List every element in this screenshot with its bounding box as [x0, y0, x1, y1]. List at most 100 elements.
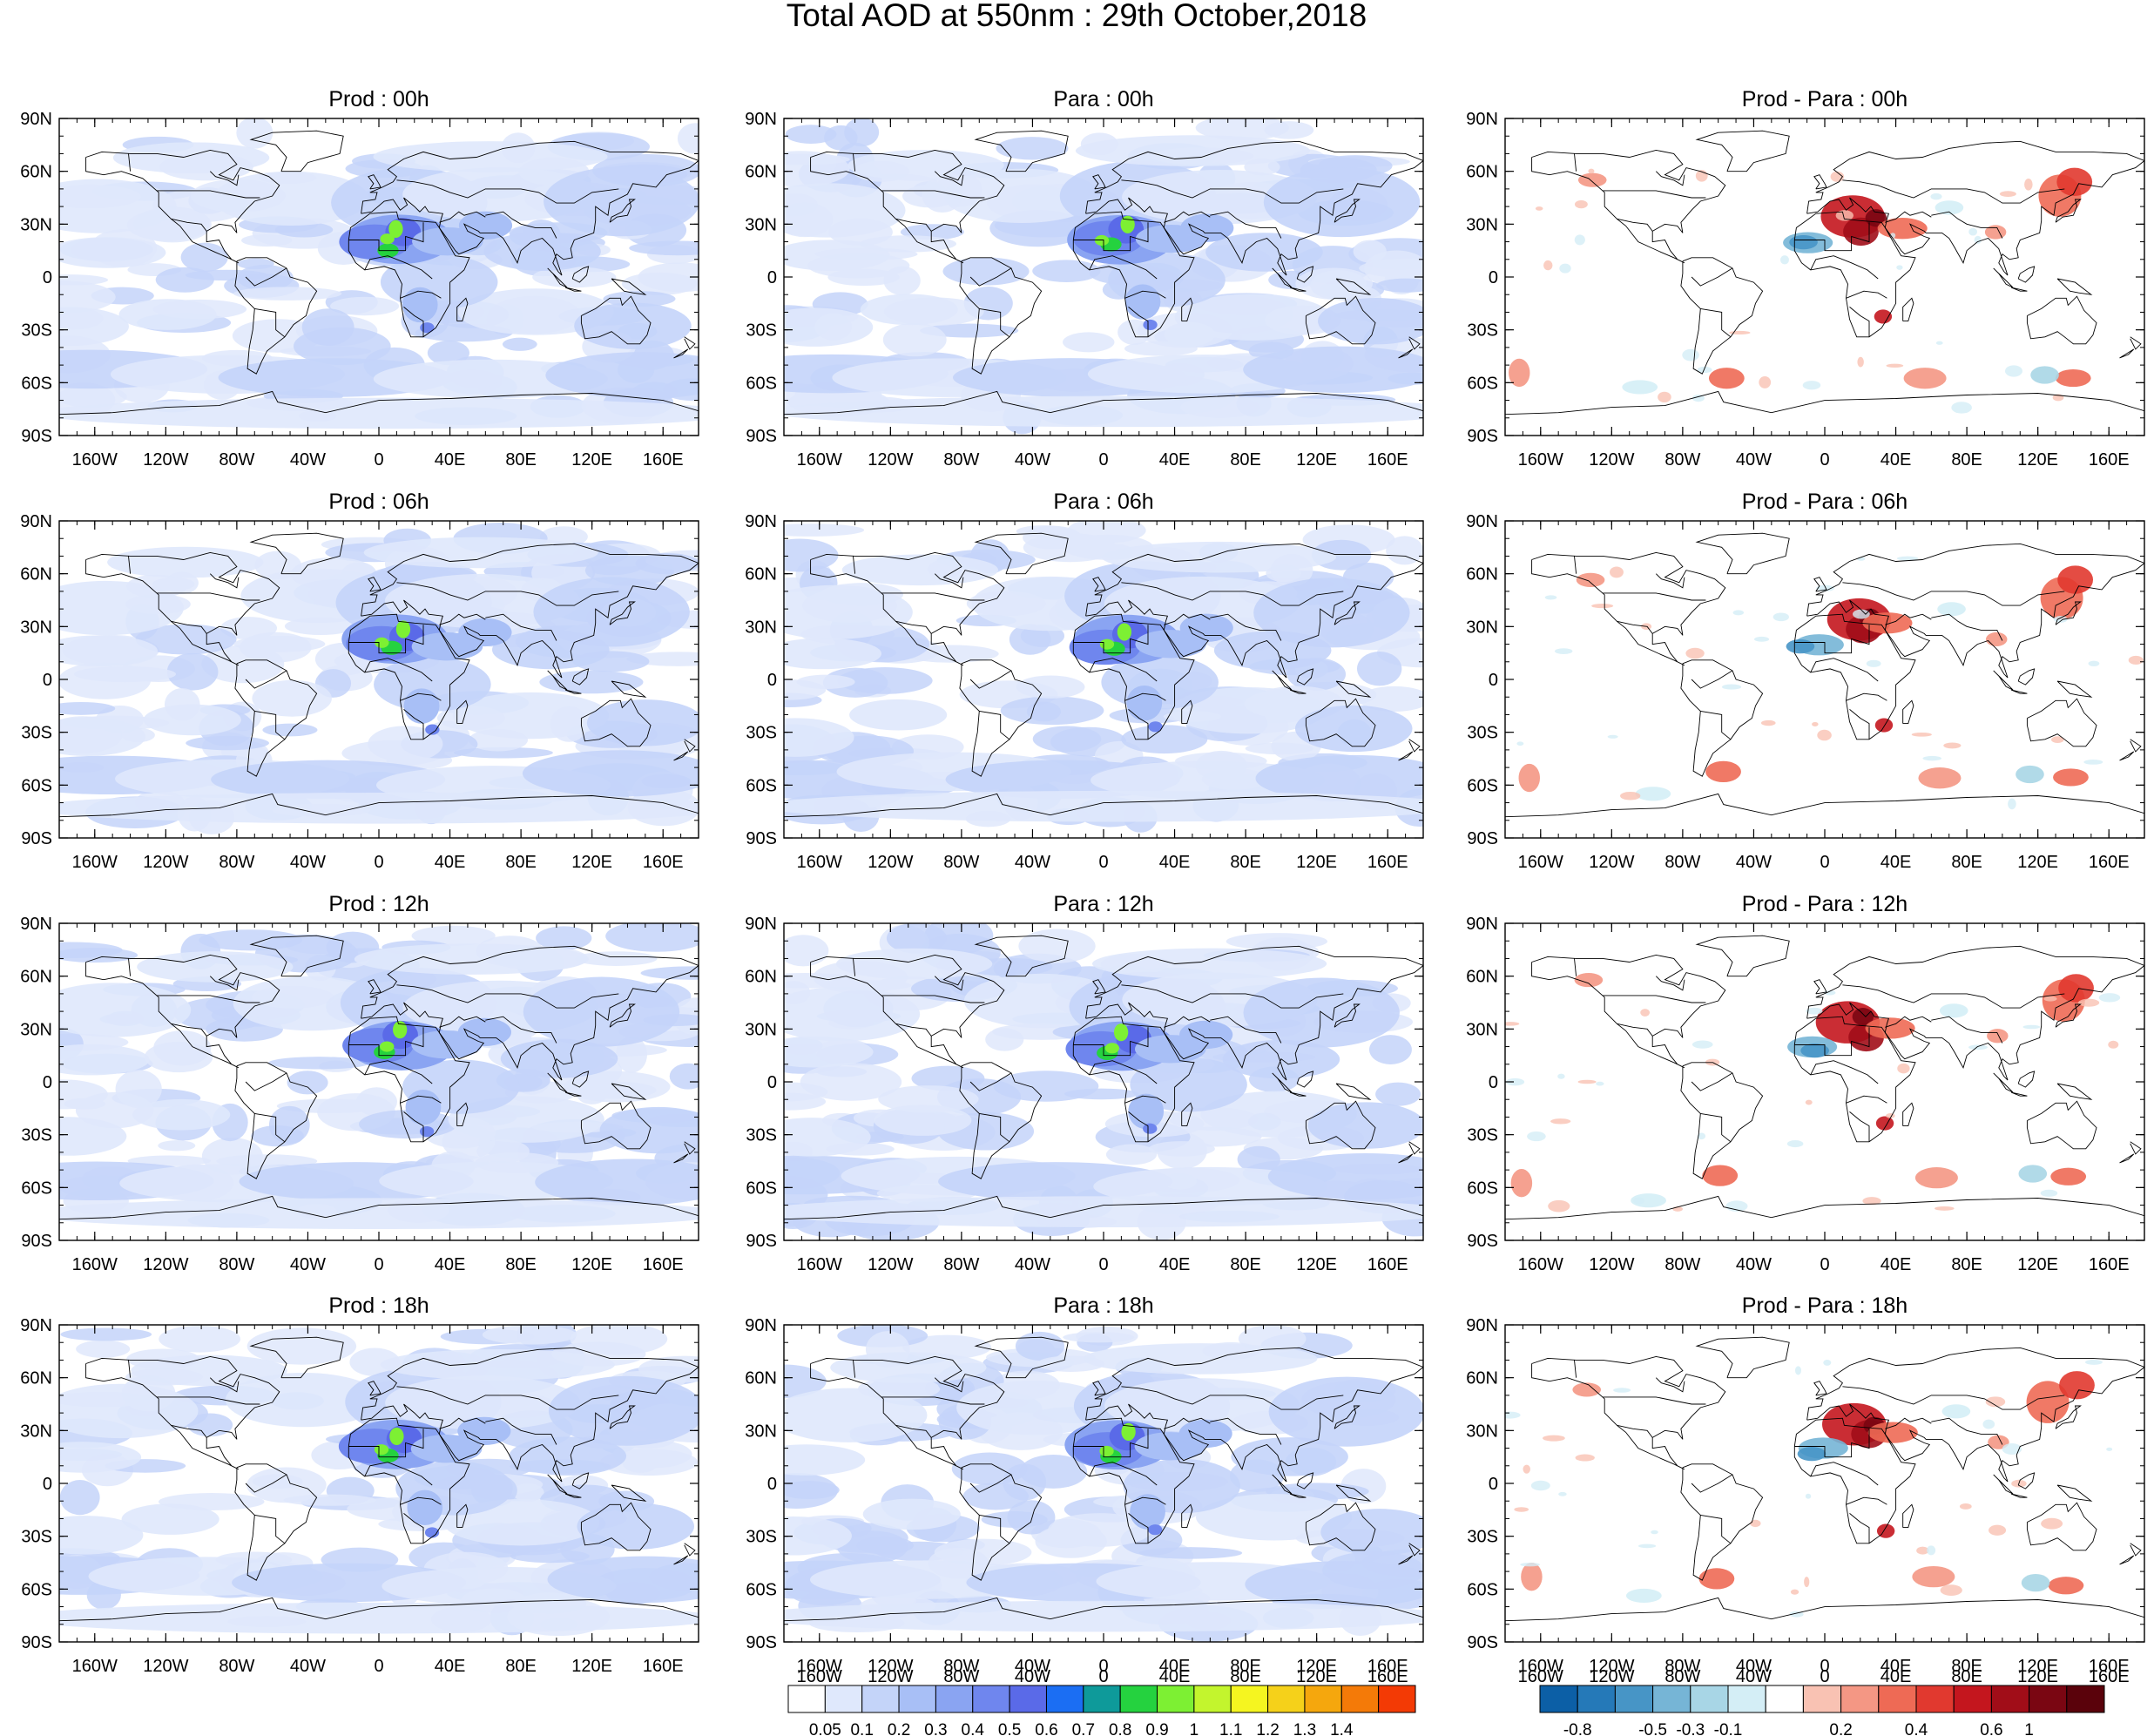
diff-speck — [1530, 1480, 1550, 1491]
coastline — [85, 551, 280, 666]
colorbar-swatch — [1878, 1685, 1917, 1713]
coastline — [810, 551, 1005, 666]
diff-speck — [1637, 1543, 1657, 1549]
coastline — [1691, 267, 1733, 287]
aod-cell — [576, 1081, 608, 1104]
coastline — [209, 573, 240, 589]
coastline — [1849, 1513, 1870, 1543]
aod-cell — [252, 1474, 303, 1489]
aod-band — [862, 1498, 961, 1530]
coastline — [2056, 278, 2093, 295]
aod-cell — [59, 1480, 100, 1516]
diff-speck — [1575, 1454, 1595, 1462]
map-background — [1505, 521, 2144, 838]
lon-tick-label: 120E — [571, 1657, 612, 1676]
coastline — [361, 140, 699, 276]
aod-plume — [388, 220, 403, 238]
lon-tick-label: 160W — [1518, 1255, 1563, 1274]
aod-band — [1245, 1561, 1423, 1608]
diff-patch — [1576, 572, 1605, 587]
diff-speck — [1896, 265, 1903, 270]
coastline — [157, 1396, 260, 1405]
lon-tick-label: 40W — [1015, 1657, 1050, 1676]
coastline — [1124, 1095, 1166, 1104]
lon-tick-label: 160W — [797, 1657, 842, 1676]
coastline — [1272, 1072, 1293, 1093]
coastline — [1794, 1027, 1870, 1057]
lat-tick-label: 30S — [1467, 724, 1498, 743]
coastline — [1181, 1503, 1193, 1529]
coastline — [1289, 1493, 1307, 1498]
diff-patch — [1705, 760, 1741, 782]
aod-cell — [330, 296, 400, 316]
coastline — [547, 670, 568, 691]
lon-tick-label: 40E — [1881, 450, 1912, 469]
aod-cell — [532, 267, 617, 288]
coastline — [1335, 278, 1372, 295]
coastline — [784, 1195, 1423, 1220]
lon-tick-label: 160W — [797, 450, 842, 469]
lon-tick-label: 120E — [2017, 1255, 2058, 1274]
colorbar-swatch — [1765, 1685, 1804, 1713]
coastline — [348, 1417, 470, 1544]
aod-band — [1092, 948, 1327, 980]
lat-tick-label: 0 — [43, 1475, 52, 1494]
coastline — [1617, 1424, 1653, 1438]
coastline — [2017, 1472, 2036, 1489]
diff-patch — [2048, 1577, 2084, 1595]
diff-speck — [1974, 235, 1982, 244]
coastline — [348, 1016, 470, 1143]
coastline — [171, 1023, 207, 1037]
lat-tick-label: 90S — [21, 1232, 52, 1251]
overlay-lon-label: 0 — [1820, 1667, 1829, 1686]
lon-tick-label: 0 — [374, 1657, 383, 1676]
aod-cell — [1237, 1145, 1280, 1173]
aod-band — [59, 307, 129, 346]
colorbar-label: 0.6 — [1035, 1721, 1057, 1736]
lat-tick-label: 60N — [745, 565, 777, 584]
diff-speck — [1514, 1507, 1529, 1512]
coastline — [1846, 1095, 1887, 1104]
diff-patch — [1903, 368, 1947, 389]
aod-cell — [293, 327, 391, 366]
diff-speck — [1535, 206, 1543, 211]
overlay-lon-label: 80E — [1230, 1667, 1261, 1686]
lon-tick-label: 160E — [1367, 1657, 1408, 1676]
coastline — [2119, 751, 2135, 761]
aod-band — [784, 1388, 928, 1442]
coastlines — [784, 130, 1423, 415]
coastline — [85, 954, 280, 1069]
coastlines — [59, 1336, 699, 1622]
aod-cell — [1048, 1513, 1152, 1547]
diff-speck — [1523, 1464, 1530, 1474]
coastline — [1700, 1112, 1732, 1143]
lon-tick-label: 40E — [1881, 1255, 1912, 1274]
diff-speck — [1697, 1132, 1706, 1140]
aod-band — [784, 240, 890, 271]
coastline — [1885, 211, 1932, 223]
aod-band — [522, 750, 699, 797]
coastline — [209, 171, 240, 186]
coastline — [895, 218, 932, 232]
aod-band — [1205, 233, 1323, 272]
colorbar-swatch — [1045, 1685, 1084, 1713]
coastline — [1885, 613, 1932, 625]
aod-band — [784, 307, 874, 347]
coastline — [881, 1396, 985, 1405]
coastline — [1885, 1016, 1932, 1028]
aod-plume — [403, 688, 440, 724]
colorbar-swatch — [1690, 1685, 1729, 1713]
coastline — [245, 1072, 287, 1091]
field-layer — [1505, 1359, 2113, 1618]
map-panel-3: Prod - Para : 00h 90N 60N 30N 0 30S 60S 90S 160W… — [1466, 87, 2145, 469]
coastline — [1089, 1060, 1158, 1084]
aod-band — [1130, 1057, 1247, 1112]
aod-band — [143, 704, 241, 736]
aod-band — [1253, 578, 1410, 648]
coastline — [1181, 699, 1193, 725]
aod-cell — [368, 726, 443, 762]
colorbar-label: -0.8 — [1563, 1721, 1592, 1736]
aod-plume — [1104, 1043, 1120, 1054]
lon-tick-label: 0 — [1820, 853, 1829, 872]
